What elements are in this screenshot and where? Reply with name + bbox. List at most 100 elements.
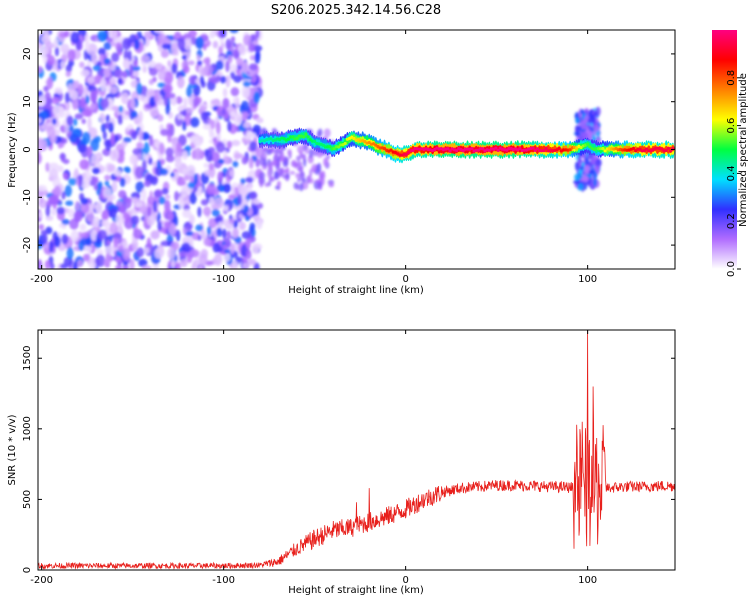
snr-y-tick-label: 0 [22, 567, 33, 573]
spectrogram-noise-speck [323, 157, 329, 167]
spectrogram-noise-speck [106, 83, 111, 93]
spectrogram-x-label: Height of straight line (km) [288, 285, 424, 296]
spectrogram-noise-speck [161, 38, 172, 46]
spectrogram-ridge-cell [455, 148, 459, 153]
spectrogram-noise-speck [142, 159, 147, 173]
spectrogram-noise-speck [271, 159, 278, 166]
spectrogram-noise-speck [299, 182, 304, 192]
spectrogram-noise-speck [210, 151, 220, 162]
spectrogram-noise-speck [230, 243, 235, 255]
spectrogram-noise-speck [249, 54, 256, 61]
spectrogram-burst-speck [584, 109, 589, 115]
spectrogram-noise-speck [149, 190, 154, 204]
spectrogram-noise-speck [86, 246, 93, 253]
spectrogram-noise-speck [77, 83, 84, 96]
spectrogram-noise-speck [61, 137, 68, 144]
spectrogram-noise-speck [285, 167, 290, 174]
spectrogram-noise-speck [181, 242, 191, 253]
spectrogram-noise-speck [210, 30, 216, 37]
spectrogram-noise-speck [193, 138, 203, 147]
spectrogram-noise-speck [267, 169, 271, 179]
spectrogram-burst-speck [574, 173, 581, 181]
spectrogram-noise-speck [87, 117, 92, 130]
spectrogram-noise-speck [161, 187, 169, 195]
spectrogram-noise-speck [79, 223, 87, 231]
spectrogram-noise-speck [122, 265, 129, 269]
spectrogram-noise-speck [248, 43, 256, 53]
spectrogram-noise-speck [265, 148, 272, 156]
spectrogram-noise-speck [83, 253, 90, 262]
spectrogram-noise-speck [114, 264, 122, 269]
spectrogram-ridge-cell [343, 141, 347, 146]
spectrogram-noise-speck [256, 202, 264, 209]
spectrogram-noise-speck [99, 112, 106, 124]
spectrogram-noise-speck [86, 76, 95, 84]
spectrogram-noise-speck [165, 85, 171, 98]
spectrogram-noise-speck [183, 97, 188, 110]
spectrogram-noise-speck [92, 65, 102, 71]
spectrogram-ridge-cell [306, 135, 310, 139]
spectrogram-noise-speck [197, 234, 202, 241]
spectrogram-x-tick-label: 0 [402, 274, 408, 285]
spectrogram-noise-speck [293, 182, 299, 190]
spectrogram-noise-speck [38, 211, 43, 219]
spectrogram-burst-speck [574, 161, 579, 171]
colorbar: 0.0 0.2 0.4 0.6 0.8 Normalized spectral ampl… [712, 30, 749, 277]
spectrogram-noise-speck [104, 174, 111, 181]
spectrogram-noise-speck [61, 191, 66, 200]
spectrogram-noise-speck [143, 180, 152, 188]
spectrogram-noise-speck [229, 30, 239, 34]
spectrogram-noise-speck [273, 151, 278, 162]
spectrogram-burst-speck [580, 120, 587, 130]
spectrogram-noise-speck [45, 42, 50, 55]
spectrogram-ridge-cell [446, 147, 450, 151]
spectrogram-noise-speck [66, 246, 74, 260]
spectrogram-noise-speck [126, 197, 132, 203]
colorbar-tick-label: 0.2 [726, 213, 737, 229]
spectrogram-noise-speck [296, 161, 303, 167]
spectrogram-noise-speck [83, 49, 89, 61]
spectrogram-noise-speck [99, 78, 107, 92]
spectrogram-noise-speck [255, 30, 260, 39]
spectrogram-noise-speck [237, 193, 243, 206]
spectrogram-noise-speck [129, 259, 135, 269]
spectrogram-ridge-cell [544, 146, 548, 151]
spectrogram-noise-speck [132, 70, 140, 77]
spectrogram-noise-speck [232, 260, 239, 269]
spectrogram-noise-speck [103, 57, 111, 65]
spectrogram-noise-speck [129, 197, 139, 204]
spectrogram-noise-speck [150, 230, 160, 240]
spectrogram-noise-speck [328, 182, 335, 188]
spectrogram-noise-speck [51, 208, 57, 216]
spectrogram-y-tick-label: 20 [22, 48, 33, 61]
spectrogram-noise-speck [60, 43, 70, 54]
spectrogram-noise-speck [236, 57, 244, 67]
spectrogram-noise-speck [177, 37, 186, 50]
spectrogram-noise-speck [255, 158, 260, 168]
spectrogram-noise-speck [167, 247, 176, 260]
spectrogram-noise-speck [65, 200, 74, 206]
spectrogram-noise-speck [77, 259, 84, 268]
spectrogram-noise-speck [220, 42, 226, 49]
spectrogram-noise-speck [74, 167, 79, 178]
spectrogram-noise-speck [296, 164, 304, 172]
spectrogram-noise-speck [234, 153, 244, 159]
spectrogram-noise-speck [136, 153, 143, 161]
snr-panel: -200 -100 0 100 0 500 1000 1500 Height of stra… [7, 329, 676, 596]
spectrogram-ridge-cell [518, 146, 522, 151]
spectrogram-noise-speck [97, 229, 108, 240]
spectrogram-noise-speck [75, 136, 81, 146]
spectrogram-noise-speck [93, 184, 99, 191]
spectrogram-noise-speck [270, 176, 276, 182]
spectrogram-noise-speck [109, 207, 117, 219]
spectrogram-noise-speck [80, 69, 91, 78]
spectrogram-noise-speck [38, 138, 45, 150]
spectrogram-noise-speck [212, 242, 221, 253]
spectrogram-noise-speck [227, 54, 233, 64]
spectrogram-noise-speck [205, 149, 213, 163]
spectrogram-noise-speck [96, 249, 104, 257]
snr-frame [37, 329, 676, 571]
spectrogram-noise-speck [153, 189, 162, 198]
spectrogram-noise-speck [89, 203, 98, 209]
spectrogram-x-tick-label: -200 [30, 274, 53, 285]
